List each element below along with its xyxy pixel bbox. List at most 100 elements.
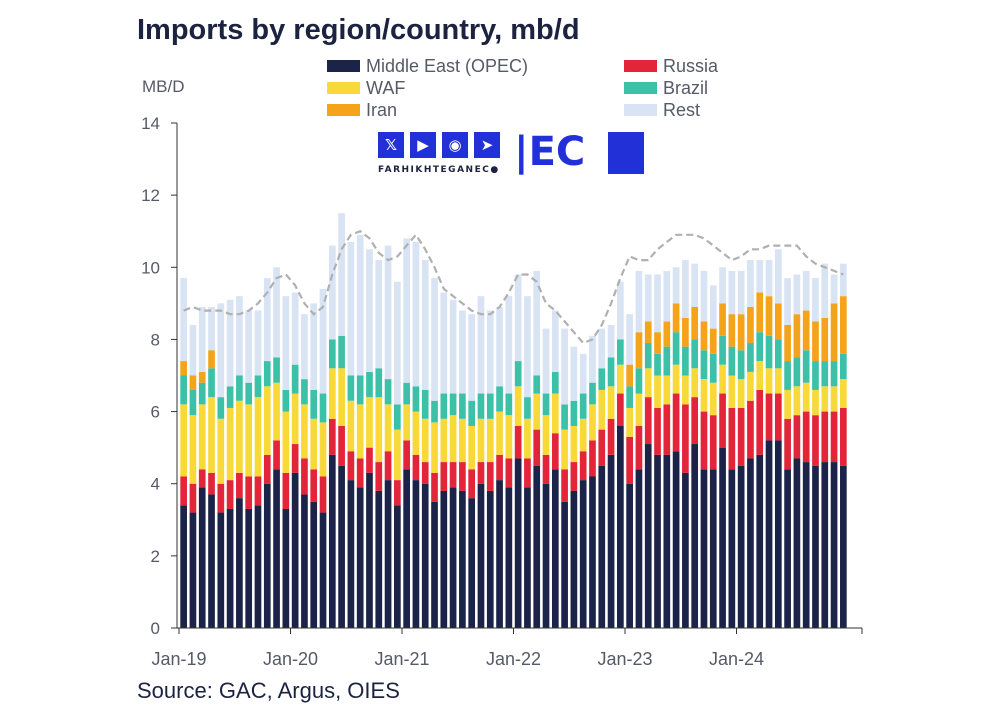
bar-segment-waf-jun-20 — [338, 368, 345, 426]
bar-segment-brazil-jun-19 — [226, 386, 234, 408]
bar-segment-iran-apr-24 — [765, 296, 773, 336]
bar-segment-brazil-oct-19 — [263, 361, 271, 387]
bar-segment-middle_east-jul-24 — [793, 458, 801, 628]
bar-segment-brazil-apr-22 — [542, 393, 550, 416]
bar-segment-brazil-apr-24 — [765, 335, 773, 369]
bar-segment-middle_east-oct-20 — [375, 490, 383, 628]
bar-segment-brazil-feb-19 — [189, 389, 197, 416]
bar-segment-russia-dec-19 — [282, 472, 290, 509]
bar-segment-middle_east-dec-19 — [282, 508, 290, 628]
bar-segment-rest-may-22 — [551, 310, 559, 372]
bar-segment-waf-jul-22 — [570, 426, 578, 463]
bar-segment-rest-dec-19 — [282, 296, 290, 390]
bar-segment-russia-nov-24 — [830, 411, 838, 463]
bar-segment-waf-oct-24 — [821, 386, 829, 412]
legend-swatch-iran — [327, 104, 360, 116]
bar-segment-middle_east-jan-22 — [514, 458, 522, 628]
bar-segment-rest-aug-22 — [579, 353, 587, 394]
bar-segment-middle_east-sep-19 — [254, 505, 262, 628]
bar-segment-iran-may-23 — [663, 321, 671, 347]
bar-segment-middle_east-jan-23 — [626, 483, 633, 628]
bar-segment-brazil-sep-21 — [477, 393, 485, 419]
legend-swatch-waf — [327, 82, 360, 94]
x-tick-label-jan-22: Jan-22 — [486, 649, 541, 669]
bar-segment-iran-mar-24 — [756, 292, 764, 333]
legend-label-iran: Iran — [366, 100, 398, 120]
watermark-text: FARHIKHTEGANEC● — [378, 165, 500, 175]
bar-segment-brazil-mar-24 — [756, 332, 764, 362]
y-tick-label-8: 8 — [151, 330, 160, 349]
y-axis-label: MB/D — [142, 77, 185, 96]
bar-segment-rest-jul-20 — [347, 242, 355, 376]
bar-segment-russia-may-23 — [663, 404, 671, 455]
trend-line — [183, 229, 844, 345]
bar-segment-russia-aug-24 — [802, 411, 810, 463]
bar-segment-rest-apr-20 — [319, 288, 327, 394]
bar-segment-russia-jun-19 — [226, 480, 234, 509]
bar-segment-rest-feb-19 — [189, 325, 197, 376]
bar-segment-rest-dec-24 — [840, 263, 847, 297]
bar-segment-middle_east-jul-22 — [570, 490, 578, 628]
bar-segment-russia-aug-19 — [245, 476, 253, 509]
bar-segment-middle_east-jul-23 — [682, 472, 689, 628]
bar-segment-rest-jun-22 — [561, 328, 568, 405]
bar-segment-waf-dec-22 — [617, 364, 624, 394]
bar-segment-russia-aug-23 — [691, 397, 699, 445]
bar-segment-brazil-oct-22 — [598, 368, 606, 390]
bar-segment-iran-feb-24 — [747, 306, 754, 344]
bar-segment-rest-jul-21 — [459, 310, 466, 394]
bar-segment-russia-jan-20 — [291, 444, 299, 473]
bar-segment-brazil-nov-23 — [719, 335, 726, 365]
bar-segment-russia-may-19 — [217, 483, 225, 513]
legend-label-rest: Rest — [663, 100, 701, 120]
bar-segment-middle_east-mar-19 — [198, 487, 206, 628]
bar-segment-waf-oct-19 — [263, 386, 271, 455]
x-tick-label-jan-21: Jan-21 — [374, 649, 429, 669]
bar-segment-russia-jun-23 — [672, 393, 680, 452]
bar-segment-iran-sep-23 — [700, 321, 708, 351]
bar-segment-rest-jun-24 — [784, 278, 791, 325]
bar-segment-waf-sep-19 — [254, 397, 262, 477]
bar-segment-rest-dec-20 — [394, 281, 401, 405]
bar-segment-waf-mar-23 — [644, 368, 652, 398]
bar-segment-waf-apr-20 — [319, 422, 327, 477]
bar-segment-russia-apr-23 — [654, 407, 661, 455]
bar-segment-rest-sep-19 — [254, 310, 262, 376]
bar-segment-middle_east-jul-20 — [347, 480, 355, 628]
bar-segment-middle_east-oct-19 — [263, 483, 271, 628]
bar-segment-brazil-sep-22 — [589, 382, 596, 405]
bar-segment-middle_east-oct-23 — [709, 469, 717, 628]
bar-segment-middle_east-jun-23 — [672, 451, 680, 628]
bar-segment-russia-mar-22 — [533, 429, 541, 466]
bar-segment-brazil-may-22 — [551, 371, 559, 394]
bar-segment-waf-aug-21 — [468, 426, 476, 470]
bar-segment-waf-may-21 — [440, 418, 448, 463]
bar-segment-middle_east-nov-20 — [384, 480, 392, 628]
bar-segment-waf-sep-20 — [366, 397, 373, 448]
bar-segment-brazil-aug-21 — [468, 400, 476, 426]
bar-segment-waf-may-22 — [551, 393, 559, 434]
bar-segment-rest-nov-23 — [719, 267, 726, 304]
bar-segment-iran-nov-24 — [830, 303, 838, 362]
bar-segment-brazil-mar-19 — [198, 382, 206, 405]
bar-segment-middle_east-oct-21 — [486, 490, 494, 628]
bar-segment-russia-apr-24 — [765, 393, 773, 441]
bar-segment-iran-mar-19 — [198, 371, 206, 383]
bar-segment-middle_east-feb-23 — [635, 469, 643, 628]
bar-segment-russia-apr-20 — [319, 476, 327, 513]
bar-segment-brazil-jul-23 — [682, 346, 689, 376]
bar-segment-brazil-oct-21 — [486, 393, 494, 419]
bar-segment-waf-nov-24 — [830, 386, 838, 412]
bar-segment-russia-jul-19 — [236, 472, 243, 499]
bar-segment-russia-jan-22 — [514, 426, 522, 459]
bar-segment-rest-feb-24 — [747, 260, 754, 307]
bar-segment-rest-mar-23 — [644, 274, 652, 322]
bar-segment-middle_east-apr-24 — [765, 440, 773, 628]
bar-segment-iran-apr-19 — [208, 350, 215, 369]
bar-segment-waf-mar-20 — [310, 418, 318, 470]
bar-segment-middle_east-jan-19 — [180, 505, 187, 628]
legend-swatch-rest — [624, 104, 657, 116]
bar-segment-iran-jan-23 — [626, 364, 633, 387]
bar-segment-rest-jun-19 — [226, 299, 234, 387]
bar-segment-rest-dec-22 — [617, 281, 624, 340]
